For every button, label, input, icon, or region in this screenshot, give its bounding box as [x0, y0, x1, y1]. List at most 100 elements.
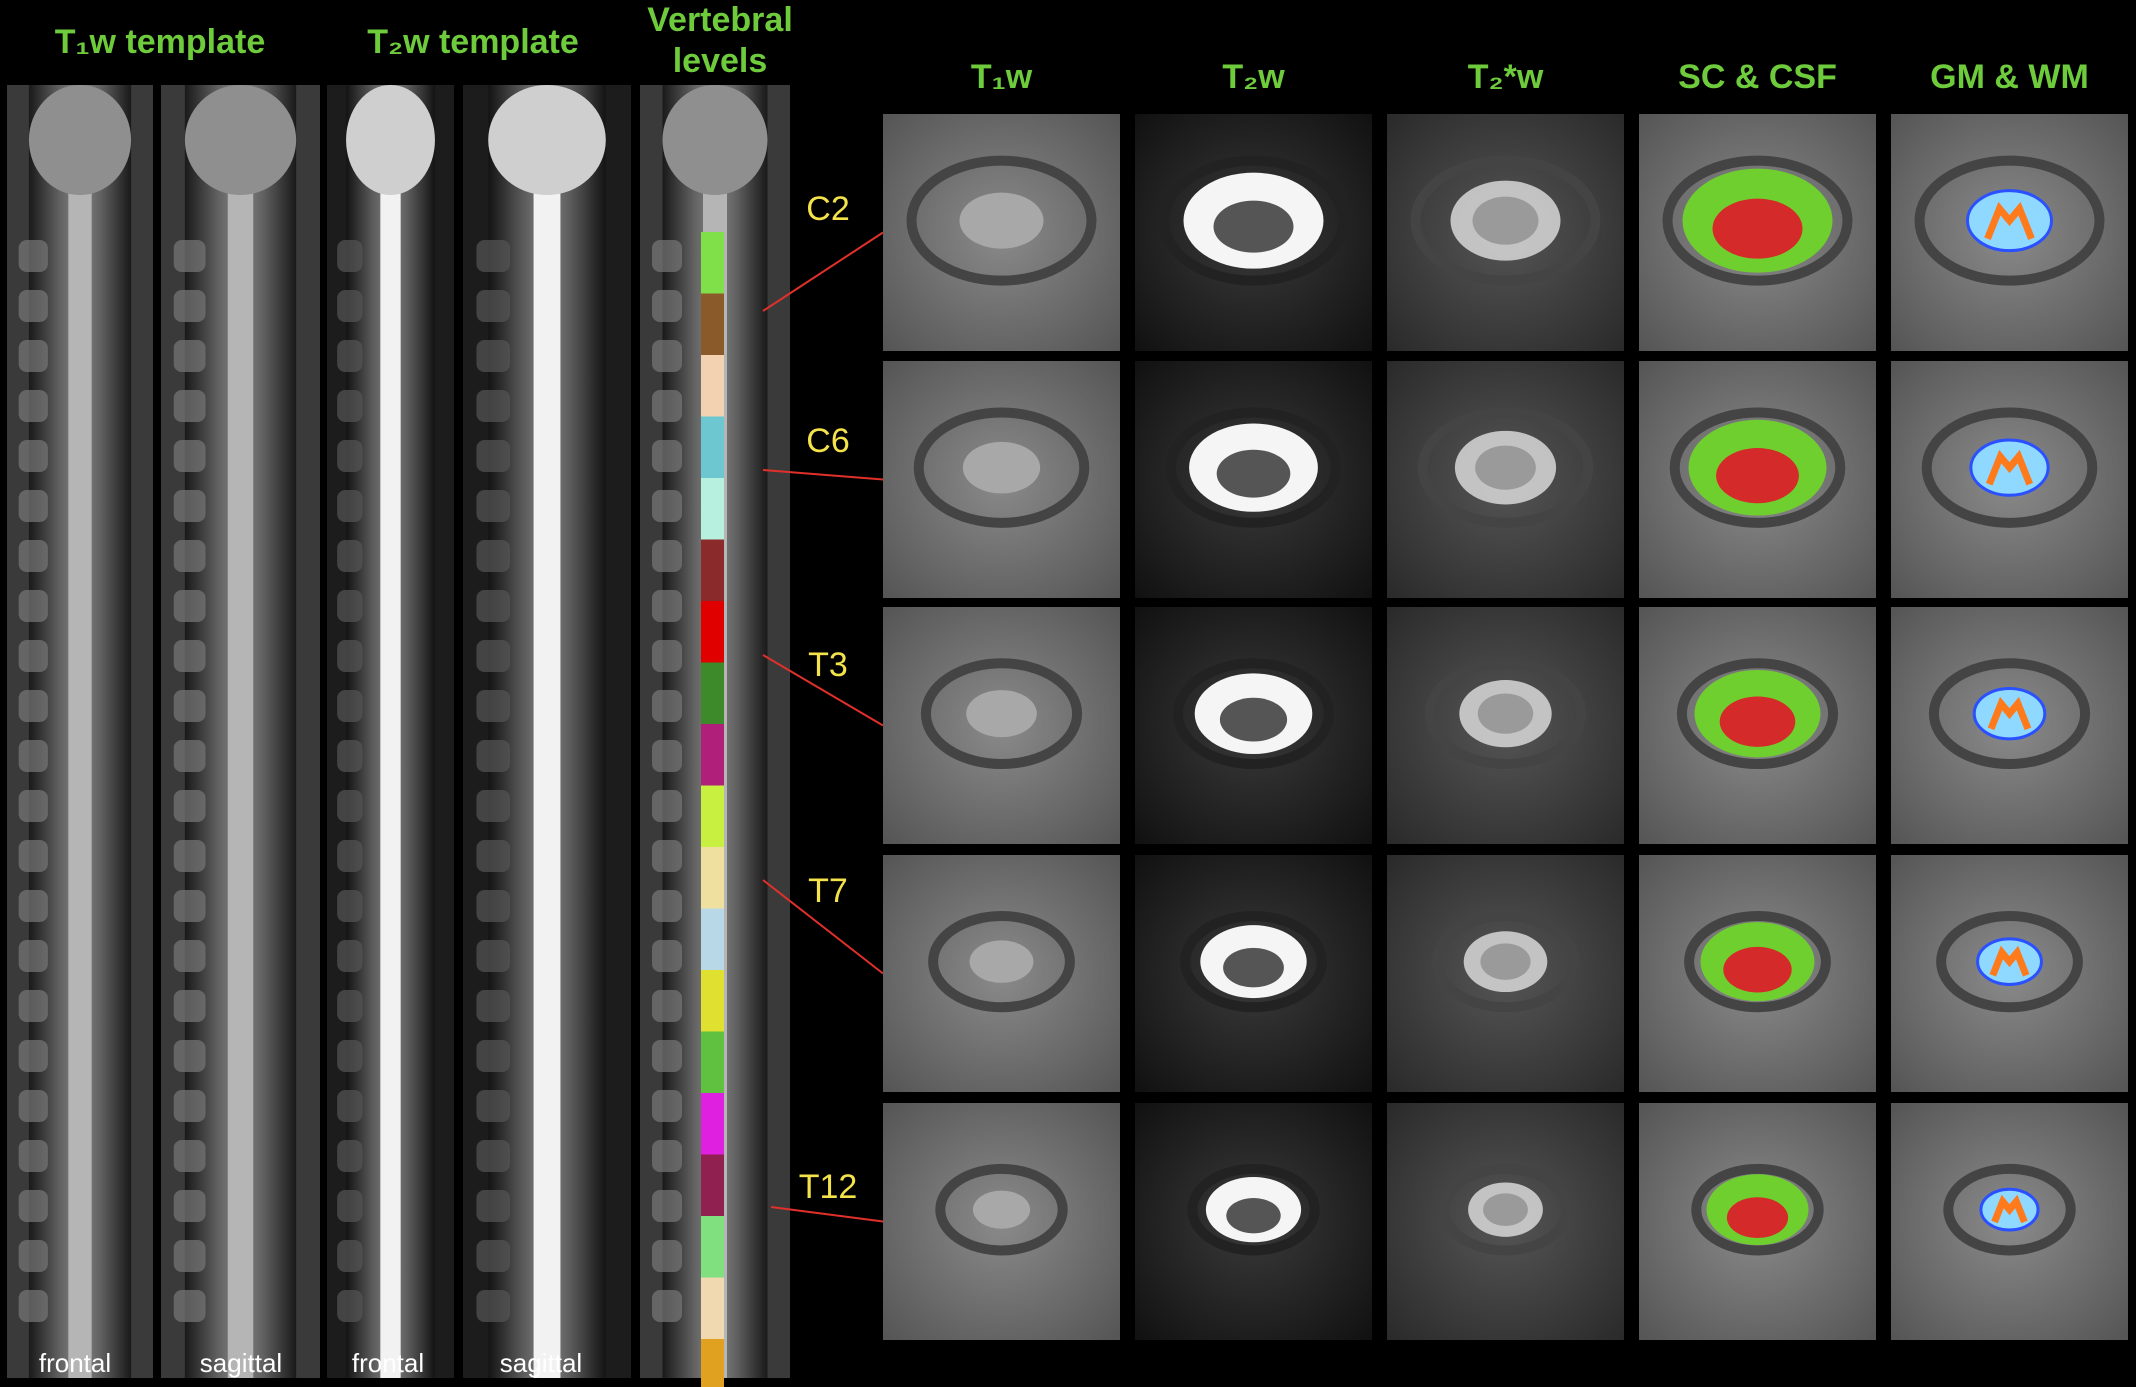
- canal-ring: [1432, 911, 1579, 1013]
- mri-vertebra: [337, 640, 363, 672]
- gm-mask: [1989, 945, 2030, 977]
- mri-vertebra: [173, 440, 206, 472]
- mri-vertebra: [337, 240, 363, 272]
- cord: [969, 940, 1034, 983]
- axial-slice: [1387, 114, 1624, 351]
- mri-vertebra: [173, 590, 206, 622]
- view-label: frontal: [352, 1348, 424, 1378]
- cord-mask: [1712, 198, 1803, 259]
- level-pointer: [762, 879, 884, 975]
- mri-brainstem: [488, 85, 606, 195]
- level-pointer: [762, 231, 884, 312]
- mri-vertebra: [476, 290, 511, 322]
- cord-mask: [1726, 1197, 1789, 1239]
- mri-vertebra: [173, 240, 206, 272]
- canal-ring: [1417, 407, 1594, 528]
- mri-vertebra: [337, 540, 363, 572]
- canal-ring: [1165, 407, 1342, 528]
- level-band: [701, 416, 724, 478]
- axial-slice: [1891, 607, 2128, 844]
- mri-brainstem: [28, 85, 132, 195]
- mri-vertebra: [173, 390, 206, 422]
- mri-cord: [68, 150, 92, 1378]
- cord: [1475, 445, 1536, 490]
- axial-slice: [1135, 855, 1372, 1092]
- axial-slice: [883, 114, 1120, 351]
- cord-mask: [1723, 946, 1792, 993]
- level-band: [701, 785, 724, 847]
- mri-vertebra: [337, 1190, 363, 1222]
- mri-vertebra: [337, 840, 363, 872]
- mri-vertebra: [337, 1240, 363, 1272]
- cord: [1472, 196, 1539, 245]
- level-label: T3: [808, 646, 848, 684]
- view-label: frontal: [39, 1348, 111, 1378]
- level-band: [701, 847, 724, 909]
- mri-vertebra: [476, 540, 511, 572]
- cord: [1216, 449, 1291, 498]
- levels-title: Vertebral: [647, 1, 793, 39]
- mri-vertebra: [18, 890, 48, 922]
- mri-vertebra: [652, 290, 682, 322]
- mri-vertebra: [173, 890, 206, 922]
- mri-vertebra: [476, 890, 511, 922]
- mri-vertebra: [337, 390, 363, 422]
- mri-vertebra: [18, 640, 48, 672]
- canal-ring: [1669, 407, 1846, 528]
- level-band: [701, 232, 724, 294]
- mri-brainstem: [662, 85, 768, 195]
- mri-vertebra: [476, 790, 511, 822]
- mri-vertebra: [18, 240, 48, 272]
- view-label: sagittal: [200, 1348, 282, 1378]
- mri-vertebra: [173, 1040, 206, 1072]
- mri-vertebra: [18, 790, 48, 822]
- canal-ring: [1439, 1163, 1572, 1256]
- mri-vertebra: [652, 340, 682, 372]
- mri-vertebra: [476, 640, 511, 672]
- mri-vertebra: [652, 240, 682, 272]
- template-panels: T₁w template T₂w template Vertebral leve…: [55, 1, 793, 80]
- mri-vertebra: [476, 1290, 511, 1322]
- mri-vertebra: [18, 1190, 48, 1222]
- canal-ring: [1662, 155, 1853, 286]
- mri-vertebra: [173, 1190, 206, 1222]
- level-band: [701, 1216, 724, 1278]
- template-title: T₁w template: [55, 23, 266, 61]
- mri-vertebra: [476, 1240, 511, 1272]
- level-band: [701, 293, 724, 355]
- column-title: SC & CSF: [1678, 58, 1837, 96]
- mri-vertebra: [476, 840, 511, 872]
- mri-vertebra: [173, 840, 206, 872]
- mri-vertebra: [337, 490, 363, 522]
- mri-vertebra: [173, 740, 206, 772]
- canal-ring: [935, 1163, 1068, 1256]
- mri-vertebra: [18, 390, 48, 422]
- level-pointer: [770, 1206, 884, 1223]
- level-pointer: [762, 469, 884, 481]
- axial-slice: [1639, 114, 1876, 351]
- gm-mask: [1984, 201, 2035, 240]
- mri-vertebra: [652, 440, 682, 472]
- mri-vertebra: [337, 1290, 363, 1322]
- mri-vertebra: [652, 990, 682, 1022]
- mri-vertebra: [173, 790, 206, 822]
- mri-vertebra: [652, 1240, 682, 1272]
- axial-slice: [1387, 607, 1624, 844]
- mri-vertebra: [337, 1090, 363, 1122]
- template-title: T₂w template: [367, 23, 579, 61]
- mri-vertebra: [18, 740, 48, 772]
- mri-vertebra: [173, 1240, 206, 1272]
- mri-vertebra: [652, 940, 682, 972]
- mri-vertebra: [173, 340, 206, 372]
- mri-vertebra: [337, 940, 363, 972]
- view-label: sagittal: [500, 1348, 582, 1378]
- mri-vertebra: [337, 1140, 363, 1172]
- column-title: T₁w: [971, 58, 1033, 96]
- canal-ring: [1936, 911, 2083, 1013]
- canal-ring: [1684, 911, 1831, 1013]
- level-band: [701, 539, 724, 601]
- mri-vertebra: [18, 940, 48, 972]
- column-title: GM & WM: [1930, 58, 2089, 96]
- mri-vertebra: [18, 840, 48, 872]
